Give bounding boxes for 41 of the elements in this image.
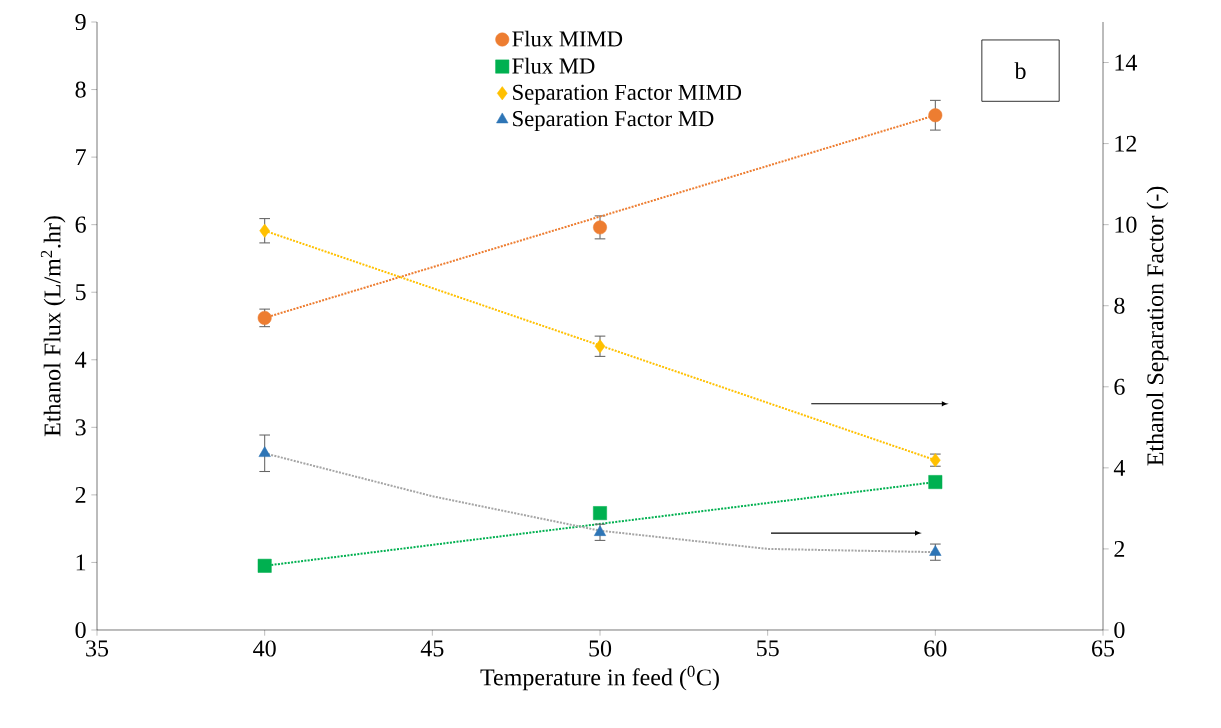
y-tick-label: 2 — [75, 486, 86, 503]
legend-label: Separation Factor MD — [513, 111, 714, 131]
legend-label: Flux MD — [512, 57, 595, 74]
y2-tick-label: 10 — [1115, 216, 1137, 233]
point — [593, 220, 607, 235]
y2-tick-label: 6 — [1114, 378, 1125, 395]
y-tick-label: 5 — [76, 284, 86, 301]
point — [258, 446, 271, 457]
y-tick-label: 9 — [75, 13, 86, 31]
y2-tick-label: 14 — [1115, 54, 1138, 71]
y-tick-label: 3 — [75, 419, 86, 436]
y2-tick-label: 8 — [1114, 297, 1125, 314]
y-tick-label: 6 — [75, 216, 86, 233]
y-axis-title: Ethanol Flux (L/m$^{2}$.hr) — [40, 216, 66, 437]
point — [257, 558, 272, 573]
x-axis-title: Temperature in feed ($^{0}$C) — [480, 665, 719, 691]
x-tick-label: 55 — [757, 640, 779, 657]
y2-tick-label: 0 — [1114, 621, 1125, 639]
y2-axis-title: Ethanol Separation Factor (-) — [1146, 186, 1169, 466]
y-tick-label: 0 — [75, 621, 86, 639]
y2-tick-label: 12 — [1115, 135, 1137, 152]
x-tick-label: 40 — [253, 640, 276, 657]
annotation: b — [1014, 62, 1026, 80]
x-tick-label: 35 — [86, 640, 109, 657]
y2-tick-label: 4 — [1113, 459, 1126, 476]
point — [593, 506, 607, 521]
x-tick-label: 65 — [1092, 640, 1115, 657]
point — [594, 339, 606, 354]
x-tick-label: 60 — [924, 640, 947, 657]
y2-tick-label: 2 — [1114, 540, 1125, 557]
point — [259, 223, 270, 238]
y-tick-label: 1 — [76, 554, 86, 571]
y-tick-label: 7 — [76, 149, 86, 165]
point — [928, 475, 943, 489]
legend-label: Flux MIMD — [512, 30, 623, 47]
x-tick-label: 45 — [420, 640, 444, 657]
legend-label: Separation Factor MIMD — [513, 84, 742, 105]
y-tick-label: 8 — [75, 81, 86, 98]
x-tick-label: 50 — [589, 640, 612, 657]
y-tick-label: 4 — [75, 351, 87, 368]
point — [928, 108, 943, 123]
